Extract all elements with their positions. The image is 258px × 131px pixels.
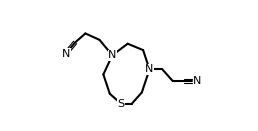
Text: N: N bbox=[193, 76, 201, 86]
Text: N: N bbox=[108, 50, 117, 60]
Text: N: N bbox=[145, 64, 154, 74]
Text: S: S bbox=[118, 99, 125, 109]
Text: N: N bbox=[62, 49, 70, 59]
